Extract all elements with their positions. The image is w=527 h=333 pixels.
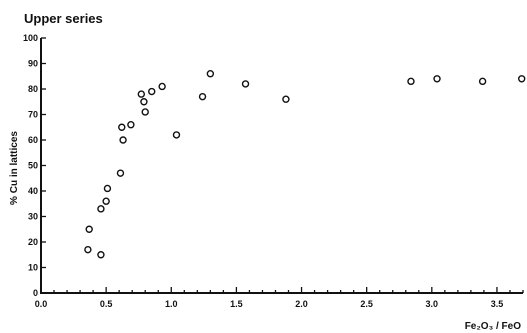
data-point <box>119 136 127 144</box>
data-point <box>241 80 250 88</box>
y-tick-label: 0 <box>33 288 38 298</box>
data-point <box>84 245 92 254</box>
y-tick-label: 20 <box>28 237 38 247</box>
data-point <box>140 98 148 106</box>
x-tick-label: 0.5 <box>100 299 113 309</box>
data-point <box>116 169 125 177</box>
y-axis-title: % Cu in lattices <box>9 131 20 205</box>
data-point <box>517 75 526 83</box>
y-tick-label: 40 <box>28 186 38 196</box>
y-tick-label: 90 <box>28 59 38 69</box>
x-tick-label: 1.5 <box>230 299 243 309</box>
data-point <box>97 251 105 259</box>
y-tick-label: 50 <box>28 161 38 171</box>
data-point <box>407 77 415 86</box>
x-tick-label: 3.5 <box>491 299 504 309</box>
x-tick-label: 1.0 <box>165 299 178 309</box>
y-tick-label: 10 <box>28 263 38 273</box>
x-tick-label: 2.5 <box>360 299 373 309</box>
data-point <box>102 197 110 205</box>
data-point <box>103 184 112 193</box>
data-points <box>84 69 526 259</box>
x-axis-title: Fe₂O₃ / FeO <box>465 321 522 332</box>
x-tick-label: 2.0 <box>295 299 308 309</box>
data-point <box>85 225 93 233</box>
y-axis-title-group: % Cu in lattices <box>9 131 20 205</box>
data-point <box>148 87 156 96</box>
chart-title: Upper series <box>24 11 103 26</box>
y-axis-ticks: 0 10 20 30 40 50 60 70 80 90 100 <box>23 33 46 298</box>
y-tick-label: 80 <box>28 84 38 94</box>
data-point <box>198 92 207 101</box>
data-point <box>141 108 149 116</box>
data-point <box>206 69 215 78</box>
data-point <box>97 205 105 213</box>
data-point <box>158 82 166 91</box>
y-tick-label: 100 <box>23 33 38 43</box>
data-point <box>118 123 126 131</box>
data-point <box>172 131 181 139</box>
data-point <box>433 75 441 83</box>
y-tick-label: 30 <box>28 212 38 222</box>
y-tick-label: 60 <box>28 135 38 145</box>
data-point <box>282 95 290 103</box>
x-tick-label: 3.0 <box>426 299 439 309</box>
data-point <box>137 90 146 98</box>
x-tick-label: 0.0 <box>35 299 48 309</box>
x-axis-ticks: 0.0 0.5 1.0 1.5 2.0 2.5 3.0 3.5 <box>35 287 524 309</box>
data-point <box>127 120 135 129</box>
y-tick-label: 70 <box>28 110 38 120</box>
data-point <box>478 77 487 86</box>
